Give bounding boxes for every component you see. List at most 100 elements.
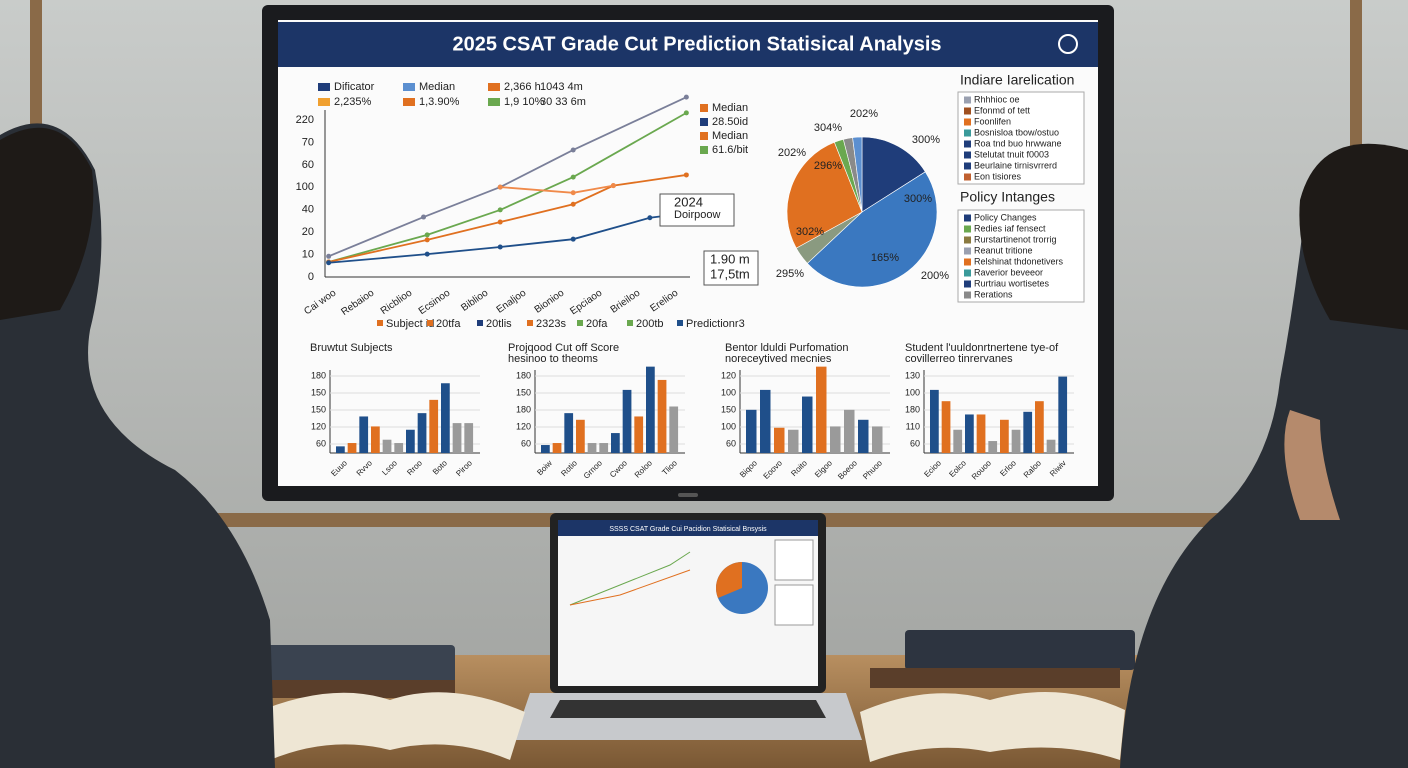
bar xyxy=(541,445,550,453)
bar xyxy=(347,443,357,453)
bar xyxy=(953,429,963,453)
bar xyxy=(965,414,974,453)
y-tick-label: 10 xyxy=(302,248,314,260)
bar-title: Bruwtut Subjects xyxy=(310,342,393,354)
point xyxy=(570,236,576,242)
y-tick-label: 150 xyxy=(311,387,326,397)
bar xyxy=(830,426,841,453)
pie-label: 165% xyxy=(871,252,899,264)
bar xyxy=(930,389,939,453)
legend-swatch xyxy=(964,129,971,137)
y-tick-label: 60 xyxy=(316,438,326,448)
legend-label: Redies iaf fensect xyxy=(974,223,1046,233)
book xyxy=(905,630,1135,670)
bar xyxy=(976,414,986,453)
legend-swatch xyxy=(700,104,708,112)
legend-label: Raverior beveeor xyxy=(974,267,1043,277)
point xyxy=(421,214,427,220)
bar xyxy=(802,396,813,453)
keyboard xyxy=(550,700,826,718)
bar xyxy=(788,429,799,453)
bar xyxy=(872,426,883,453)
laptop-title-bar xyxy=(558,520,818,536)
legend-swatch xyxy=(527,320,533,326)
bar xyxy=(1000,419,1009,453)
point xyxy=(497,219,503,225)
legend-label: 1,3.90% xyxy=(419,96,460,108)
legend-swatch xyxy=(964,140,971,148)
legend-label: 20fa xyxy=(586,318,608,330)
pie-slice xyxy=(852,136,863,213)
legend-label: Median xyxy=(419,81,455,93)
y-tick-label: 60 xyxy=(910,438,920,448)
legend-label: Foonlifen xyxy=(974,116,1011,126)
pie-label: 295% xyxy=(776,268,804,280)
bar-title: covillerreo tinrervanes xyxy=(905,353,1013,365)
legend-label: Roa tnd buo hrwwane xyxy=(974,138,1062,148)
menu-icon[interactable] xyxy=(1058,34,1078,54)
bar xyxy=(1023,411,1033,453)
pie-slice xyxy=(806,171,938,288)
legend-swatch xyxy=(964,96,971,104)
callout-text: 2024 xyxy=(674,194,703,209)
callout-box xyxy=(659,193,735,227)
y-tick-label: 180 xyxy=(311,370,326,380)
pie-label: 200% xyxy=(921,270,949,282)
legend-swatch xyxy=(964,269,971,277)
bar xyxy=(1058,376,1068,453)
bar xyxy=(464,423,474,453)
bar xyxy=(941,401,951,453)
pie-label: 302% xyxy=(796,226,824,238)
legend-swatch xyxy=(700,132,708,140)
pie-label: 300% xyxy=(904,193,932,205)
bar xyxy=(657,379,667,453)
point xyxy=(570,190,576,196)
y-tick-label: 110 xyxy=(906,421,920,431)
callout-box xyxy=(703,250,759,286)
legend-label: Beurlaine tirnisvrrerd xyxy=(974,160,1057,170)
screen-title: 2025 CSAT Grade Cut Prediction Statisica… xyxy=(452,33,941,55)
legend-swatch xyxy=(403,83,415,91)
legend-swatch xyxy=(964,107,971,115)
bar xyxy=(406,429,415,453)
laptop-pie-slice xyxy=(716,562,742,598)
legend-label: Policy Changes xyxy=(974,212,1037,222)
open-book xyxy=(860,692,1125,762)
bar xyxy=(1035,401,1044,453)
pie-slice xyxy=(786,141,863,249)
y-tick-label: 60 xyxy=(302,159,314,171)
line-series xyxy=(328,174,687,263)
point xyxy=(326,253,332,259)
legend-swatch xyxy=(964,236,971,244)
book xyxy=(240,645,455,685)
bar xyxy=(429,399,439,453)
bar xyxy=(774,427,785,453)
y-tick-label: 40 xyxy=(302,204,314,216)
legend-label: Relshinat thdonetivers xyxy=(974,256,1064,266)
legend-label: Median xyxy=(712,130,748,142)
legend-label: Dificator xyxy=(334,81,375,93)
point xyxy=(570,147,576,153)
y-tick-label: 180 xyxy=(905,404,920,414)
bar xyxy=(816,366,827,453)
y-tick-label: 180 xyxy=(516,404,531,414)
line-series xyxy=(328,211,691,264)
bar-title: hesinoo to theoms xyxy=(508,353,598,365)
bar xyxy=(634,416,644,453)
y-tick-label: 100 xyxy=(721,421,736,431)
point xyxy=(647,215,653,221)
y-tick-label: 150 xyxy=(311,404,326,414)
pie-label: 296% xyxy=(814,160,842,172)
panel-title: Indiare Iarelication xyxy=(960,72,1074,88)
bar xyxy=(1011,429,1021,453)
y-tick-label: 120 xyxy=(311,421,326,431)
legend-label: 20tfa xyxy=(436,318,461,330)
y-tick-label: 120 xyxy=(721,370,736,380)
point xyxy=(497,207,503,213)
laptop-panel xyxy=(774,539,814,581)
panel-box xyxy=(957,209,1085,303)
legend-swatch xyxy=(677,320,683,326)
bar xyxy=(858,419,869,453)
books xyxy=(235,630,1135,762)
bar xyxy=(382,439,392,453)
